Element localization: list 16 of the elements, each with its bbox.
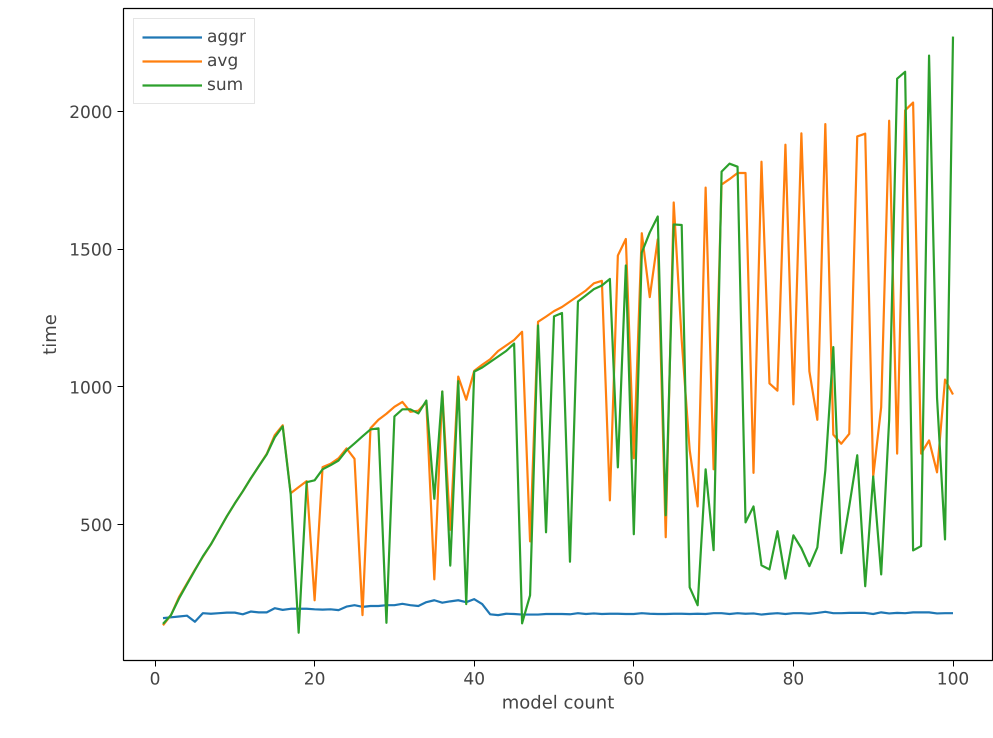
x-tick-label: 40 xyxy=(463,670,486,690)
x-tick-label: 80 xyxy=(782,670,804,690)
x-tick-label: 20 xyxy=(304,670,326,690)
y-tick-label: 2000 xyxy=(69,103,112,124)
legend-label: sum xyxy=(207,75,244,95)
x-axis-title: model count xyxy=(502,692,614,714)
line-series xyxy=(162,598,954,623)
x-tick-label: 0 xyxy=(150,670,160,690)
y-tick-label: 1500 xyxy=(69,240,112,261)
legend-label: aggr xyxy=(207,27,246,47)
y-tick-label: 500 xyxy=(80,516,113,536)
y-axis-title: time xyxy=(40,314,62,355)
y-tick-label: 1000 xyxy=(69,378,112,398)
x-tick-label: 60 xyxy=(622,670,645,690)
x-tick-label: 100 xyxy=(936,670,970,690)
legend-label: avg xyxy=(207,51,238,71)
